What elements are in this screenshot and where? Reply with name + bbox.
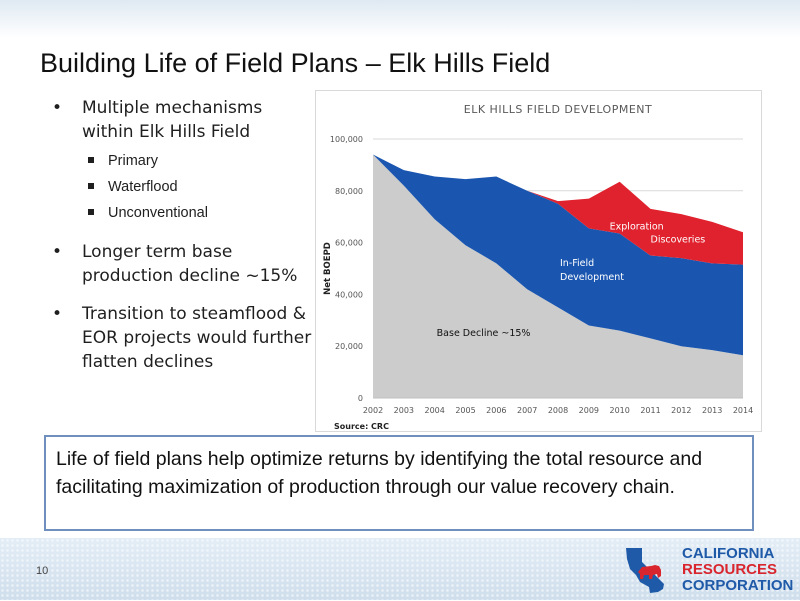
header-band [0, 0, 800, 38]
series-label: Base Decline ~15% [437, 328, 531, 339]
series-area [373, 154, 743, 265]
x-tick-label: 2008 [548, 406, 568, 415]
series-label: In-Field Development [560, 258, 624, 283]
sub-bullet-item: Primary [82, 148, 317, 174]
sub-bullet-item: Unconventional [82, 200, 317, 226]
x-tick-label: 2011 [640, 406, 660, 415]
x-tick-label: 2014 [733, 406, 753, 415]
bullet-dot-icon: • [52, 242, 63, 262]
chart-title: ELK HILLS FIELD DEVELOPMENT [464, 103, 652, 116]
x-tick-label: 2002 [363, 406, 383, 415]
chart-canvas: 0 20,000 40,000 60,000 80,000 100,000 2002 2003… [323, 103, 753, 431]
y-tick-label: 0 [358, 394, 363, 403]
slide-title: Building Life of Field Plans – Elk Hills… [40, 48, 551, 78]
y-tick-label: 20,000 [335, 342, 363, 351]
y-axis-label: Net BOEPD [323, 242, 333, 295]
bullet-list: • Multiple mechanisms within Elk Hills F… [52, 96, 317, 388]
square-bullet-icon [88, 157, 94, 163]
california-map-icon [626, 548, 664, 593]
source-label: Source: CRC [334, 422, 389, 431]
bullet-text: Longer term base production decline ~15% [82, 242, 298, 286]
series-label: Exploration Discoveries [610, 222, 706, 246]
sub-bullet-item: Waterflood [82, 174, 317, 200]
logo-wordmark: CALIFORNIA RESOURCES CORPORATION [682, 546, 793, 594]
series-area [373, 154, 743, 398]
production-chart: 0 20,000 40,000 60,000 80,000 100,000 2002 2003… [315, 90, 762, 432]
x-tick-label: 2007 [517, 406, 537, 415]
square-bullet-icon [88, 183, 94, 189]
x-tick-label: 2005 [455, 406, 475, 415]
sub-bullet-text: Waterflood [108, 179, 178, 195]
sub-bullet-text: Unconventional [108, 205, 208, 221]
y-tick-label: 80,000 [335, 187, 363, 196]
bullet-text: Multiple mechanisms within Elk Hills Fie… [82, 98, 263, 142]
x-tick-label: 2010 [609, 406, 629, 415]
logo-line: CORPORATION [682, 577, 794, 594]
callout-text: Life of field plans help optimize return… [56, 448, 703, 498]
bullet-dot-icon: • [52, 304, 63, 324]
x-tick-label: 2013 [702, 406, 722, 415]
page-number: 10 [36, 565, 49, 577]
y-tick-label: 60,000 [335, 239, 363, 248]
x-tick-label: 2012 [671, 406, 691, 415]
company-logo: CALIFORNIA RESOURCES CORPORATION [620, 545, 795, 597]
callout-box: Life of field plans help optimize return… [44, 435, 754, 531]
sub-bullet-list: Primary Waterflood Unconventional [82, 148, 317, 226]
sub-bullet-text: Primary [108, 153, 158, 169]
bullet-item: • Multiple mechanisms within Elk Hills F… [52, 96, 317, 226]
y-tick-label: 100,000 [330, 135, 363, 144]
series-area [373, 154, 743, 356]
logo-line: RESOURCES [682, 561, 778, 578]
bullet-text: Transition to steamflood & EOR projects … [82, 304, 312, 372]
bullet-item: • Longer term base production decline ~1… [52, 240, 317, 288]
bullet-dot-icon: • [52, 98, 63, 118]
x-tick-label: 2004 [424, 406, 444, 415]
logo-line: CALIFORNIA [682, 545, 775, 562]
x-tick-label: 2003 [394, 406, 414, 415]
x-tick-label: 2006 [486, 406, 506, 415]
x-tick-label: 2009 [579, 406, 599, 415]
bullet-item: • Transition to steamflood & EOR project… [52, 302, 317, 374]
square-bullet-icon [88, 209, 94, 215]
footer-band [0, 538, 800, 600]
y-tick-label: 40,000 [335, 290, 363, 299]
